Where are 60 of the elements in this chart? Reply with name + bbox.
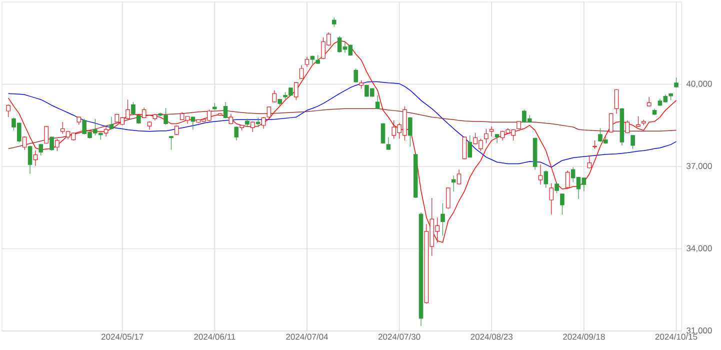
candlestick [50,136,54,151]
candlestick [484,128,488,144]
y-tick-label: 34,000 [686,245,712,252]
candlestick [608,112,614,134]
candlestick [408,116,412,147]
candlestick [256,117,260,128]
candlestick [468,135,472,158]
candlestick [549,182,554,215]
candlestick [554,182,559,194]
candlestick [190,116,196,130]
candlestick [33,150,38,166]
candlestick [380,122,386,144]
candlestick [646,96,652,107]
candlestick [451,175,456,192]
y-tick-label: 40,000 [686,80,712,88]
candlestick [440,203,445,236]
candlestick [6,104,10,118]
candlestick [566,170,570,188]
candlestick [261,116,266,130]
candlestick [614,88,619,114]
candlestick [250,121,255,132]
candlestick [38,143,44,156]
candlestick [489,126,494,137]
candlestick [304,56,310,68]
candlestick [272,90,277,103]
x-tick-label: 2024/09/18 [563,334,605,340]
y-tick-label: 31,000 [686,327,712,334]
candlestick [169,136,174,150]
x-tick-label: 2024/06/11 [194,334,236,340]
candlestick [228,113,234,125]
candlestick [174,125,179,136]
candlestick [636,116,640,128]
candlestick [131,102,136,115]
candlestick [332,17,336,28]
candlestick [22,136,27,150]
candlestick [625,120,630,134]
candlestick [462,136,467,160]
x-tick-label: 2024/05/17 [102,334,144,340]
candlestick [456,169,462,185]
y-tick-label: 37,000 [686,162,712,170]
x-tick-label: 2024/08/23 [470,334,513,340]
x-tick-label: 2024/07/04 [286,334,328,340]
candlestick [223,102,228,119]
candlestick [560,193,564,215]
candlestick [375,94,380,110]
candlestick [55,138,60,152]
candlestick [28,145,32,174]
candlestick [234,126,239,141]
candlestick [354,68,358,83]
candlestick [544,170,548,188]
x-tick-label: 2024/10/15 [655,334,698,340]
candlestick [538,164,543,185]
candlestick [109,116,114,130]
x-tick-label: 2024/07/30 [378,334,420,340]
candlestick [104,126,108,137]
candlestick [386,136,391,150]
candlestick [294,82,298,101]
candlestick [630,134,635,150]
candlestick [299,64,304,80]
candlestick [587,156,592,169]
